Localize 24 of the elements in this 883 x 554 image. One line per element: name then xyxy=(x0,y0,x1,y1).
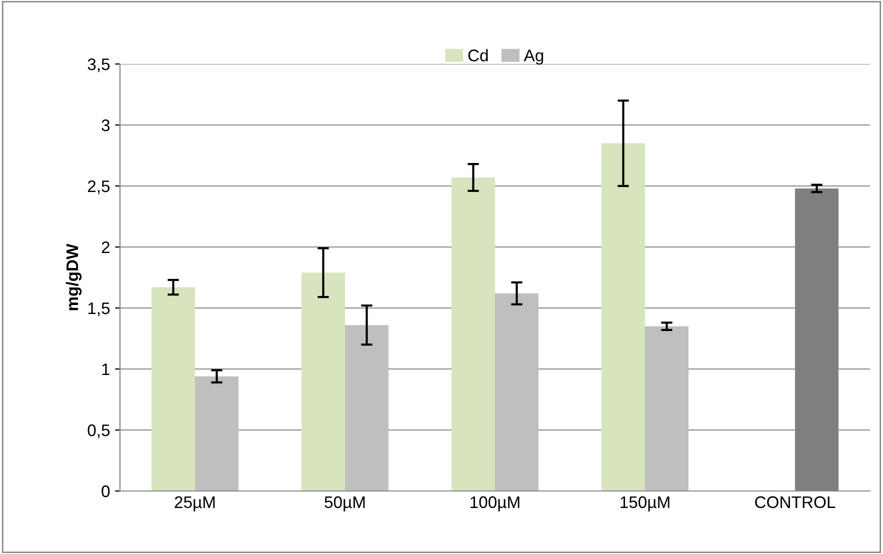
y-tick-label: 0,5 xyxy=(88,424,110,438)
x-tick-label: 25µM xyxy=(174,496,215,512)
bar xyxy=(602,143,645,491)
legend-label: Cd xyxy=(468,49,488,62)
bar xyxy=(645,326,688,491)
y-tick-label: 3 xyxy=(102,119,110,132)
bar xyxy=(345,325,388,491)
y-tick-label: 2 xyxy=(102,241,110,254)
bar xyxy=(495,293,538,491)
bar xyxy=(452,177,495,491)
x-tick-label: CONTROL xyxy=(755,496,836,508)
y-tick-label: 2,5 xyxy=(88,180,110,194)
legend-label: Ag xyxy=(524,50,544,65)
x-tick-label: 150µM xyxy=(620,496,670,512)
y-tick-label: 3,5 xyxy=(88,58,110,72)
y-axis-title: mg/gDW xyxy=(66,244,82,310)
bar xyxy=(302,272,345,491)
bar xyxy=(152,287,195,491)
x-tick-label: 50µM xyxy=(324,496,365,512)
y-tick-label: 1 xyxy=(102,364,110,376)
x-tick-label: 100µM xyxy=(470,496,520,512)
y-tick-label: 0 xyxy=(102,485,110,498)
bar xyxy=(195,376,238,491)
y-tick-label: 1,5 xyxy=(88,302,110,316)
